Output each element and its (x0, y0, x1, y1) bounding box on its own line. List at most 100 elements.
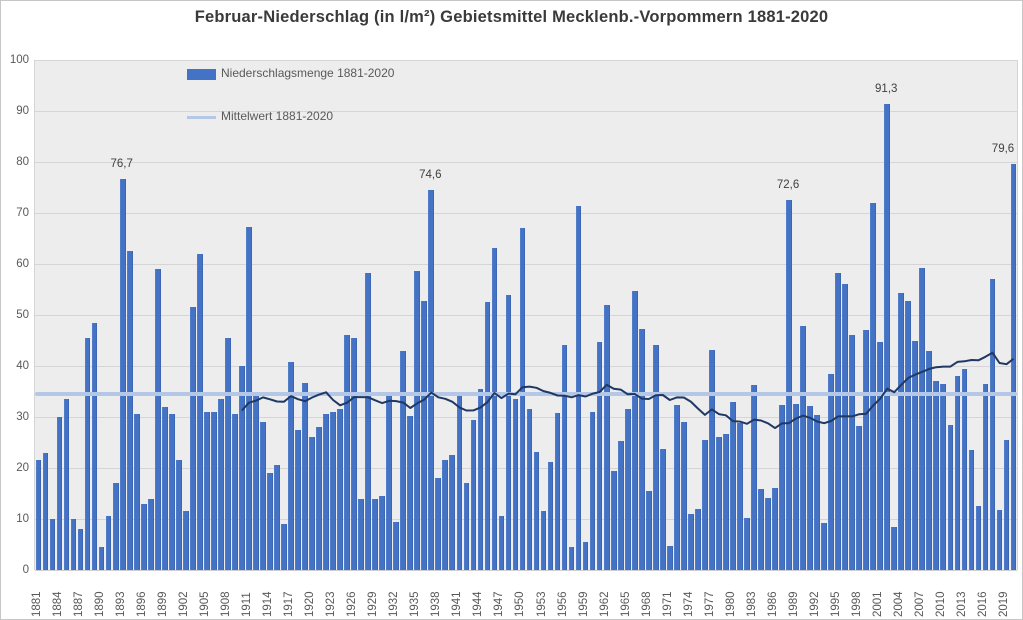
x-tick-label-1986: 1986 (767, 591, 779, 617)
bar-2014 (968, 450, 975, 570)
bar-2017 (989, 279, 996, 570)
bar-1907 (218, 399, 224, 570)
bar-1953 (540, 510, 547, 570)
bar-1913 (260, 422, 266, 570)
bar-1885 (63, 399, 70, 570)
bar-2001 (877, 341, 884, 570)
x-tick-label-2019: 2019 (998, 591, 1011, 617)
bar-1932 (393, 521, 400, 570)
bar-1905 (203, 411, 210, 570)
bar-2002 (884, 104, 891, 570)
plot-area (34, 60, 1018, 571)
y-tick-label-20: 20 (16, 462, 29, 474)
x-tick-label-2001: 2001 (872, 591, 885, 617)
bar-1996 (842, 284, 848, 570)
bar-1897 (147, 498, 154, 570)
x-tick-label-1968: 1968 (640, 591, 653, 617)
x-tick-label-1896: 1896 (135, 591, 148, 617)
bar-1891 (105, 516, 112, 570)
bar-1955 (554, 413, 561, 570)
bar-1968 (645, 490, 652, 570)
y-tick-label-80: 80 (16, 156, 29, 168)
x-tick-label-1971: 1971 (661, 591, 674, 617)
gridline-100 (35, 60, 1017, 61)
x-tick-label-1953: 1953 (535, 591, 548, 617)
x-tick-label-1899: 1899 (156, 591, 169, 617)
gridline-30 (35, 417, 1017, 418)
value-label-1937: 74,6 (419, 168, 442, 181)
bar-1917 (288, 361, 294, 570)
x-tick-label-1977: 1977 (703, 591, 716, 617)
bar-2011 (947, 424, 954, 570)
bar-1954 (547, 461, 554, 570)
bar-1983 (751, 385, 757, 570)
bar-1903 (189, 307, 196, 570)
mean-line (35, 392, 1017, 397)
bar-2019 (1003, 439, 1010, 570)
x-tick-label-1956: 1956 (556, 591, 569, 617)
y-tick-label-50: 50 (16, 309, 29, 321)
gridline-90 (35, 111, 1017, 112)
x-tick-label-1914: 1914 (261, 591, 274, 617)
bar-1980 (730, 402, 736, 570)
bar-1888 (84, 337, 91, 570)
series-swatch-icon (187, 69, 216, 80)
x-tick-label-1902: 1902 (177, 591, 190, 617)
gridline-0 (35, 570, 1017, 571)
bar-1924 (337, 409, 343, 570)
y-tick-label-60: 60 (16, 258, 29, 270)
gridline-50 (35, 315, 1017, 316)
bar-1965 (624, 409, 631, 570)
bar-1928 (365, 273, 372, 570)
bar-1990 (800, 326, 806, 570)
y-tick-label-100: 100 (9, 54, 29, 66)
bar-1894 (126, 251, 133, 570)
bar-1958 (575, 206, 582, 570)
bar-1962 (603, 304, 610, 570)
bar-1961 (596, 341, 603, 570)
gridline-80 (35, 162, 1017, 163)
bar-1973 (680, 422, 687, 570)
x-tick-label-1989: 1989 (788, 591, 801, 617)
bar-1884 (56, 417, 63, 570)
bar-1896 (140, 503, 147, 570)
bar-1904 (196, 253, 203, 570)
bar-1902 (182, 511, 189, 570)
bar-1929 (372, 498, 379, 570)
bar-1977 (709, 350, 715, 570)
bar-2016 (982, 384, 989, 570)
bar-1981 (737, 422, 743, 570)
bar-2000 (870, 203, 877, 570)
bar-1893 (119, 178, 126, 570)
bar-1963 (610, 471, 617, 570)
bar-1936 (421, 301, 428, 570)
x-tick-label-1947: 1947 (493, 591, 506, 617)
x-tick-label-1974: 1974 (682, 591, 695, 617)
bar-1935 (414, 271, 421, 570)
x-tick-label-1917: 1917 (283, 591, 296, 617)
bar-1979 (723, 433, 729, 570)
value-label-2020: 79,6 (991, 143, 1015, 156)
bar-1911 (246, 226, 252, 570)
bar-1986 (772, 488, 778, 570)
x-tick-label-1887: 1887 (72, 591, 85, 617)
bar-1899 (161, 406, 168, 570)
bar-1881 (35, 460, 42, 570)
bar-1940 (449, 455, 456, 570)
bar-1933 (400, 351, 407, 570)
bar-2020 (1010, 164, 1017, 570)
bar-1923 (330, 411, 336, 570)
bar-1946 (491, 248, 498, 570)
bar-2005 (905, 301, 912, 570)
legend-mean-label: Mittelwert 1881-2020 (221, 109, 334, 123)
bar-1901 (175, 460, 182, 570)
bar-1937 (428, 189, 435, 570)
x-tick-label-1998: 1998 (851, 591, 864, 617)
x-tick-label-1890: 1890 (93, 591, 106, 617)
bar-1967 (638, 329, 645, 570)
bar-2007 (919, 268, 926, 570)
gridline-10 (35, 519, 1017, 520)
bar-1957 (568, 546, 575, 570)
bar-1916 (281, 524, 287, 570)
x-tick-label-2016: 2016 (977, 591, 990, 617)
